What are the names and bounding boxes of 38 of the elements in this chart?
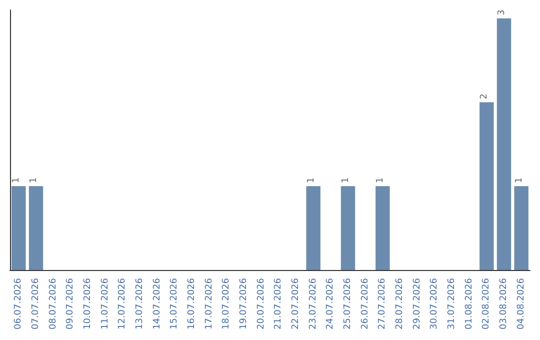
x-tick-label: 09.07.2026: [66, 278, 76, 330]
x-tick-label: 24.07.2026: [326, 278, 336, 330]
x-tick-label: 28.07.2026: [395, 278, 405, 330]
data-label: 2: [480, 94, 490, 100]
x-tick-label: 02.08.2026: [482, 278, 492, 330]
x-tick-label: 31.07.2026: [447, 278, 457, 330]
x-tick-label: 07.07.2026: [31, 278, 41, 330]
x-tick-label: 14.07.2026: [152, 278, 162, 330]
data-label: 1: [514, 177, 524, 184]
x-tick-label: 06.07.2026: [14, 278, 24, 330]
x-tick-label: 11.07.2026: [100, 278, 110, 330]
data-label: 1: [29, 177, 39, 184]
x-tick-label: 16.07.2026: [187, 278, 197, 330]
x-tick-label: 10.07.2026: [83, 278, 93, 330]
x-tick-label: 21.07.2026: [274, 278, 284, 330]
x-tick-label: 12.07.2026: [118, 278, 128, 330]
data-label: 1: [341, 177, 351, 184]
x-tick-label: 15.07.2026: [170, 278, 180, 330]
x-tick-label: 26.07.2026: [360, 278, 370, 330]
x-tick-label: 22.07.2026: [291, 278, 301, 330]
data-label: 1: [376, 177, 386, 184]
x-tick-label: 13.07.2026: [135, 278, 145, 330]
x-tick-label: 04.08.2026: [516, 278, 526, 330]
x-tick-label: 30.07.2026: [430, 278, 440, 330]
x-tick-label: 25.07.2026: [343, 278, 353, 330]
x-tick-label: 20.07.2026: [256, 278, 266, 330]
x-tick-label: 08.07.2026: [48, 278, 58, 330]
data-label: 1: [306, 177, 316, 184]
x-tick-label: 17.07.2026: [204, 278, 214, 330]
x-tick-label: 03.08.2026: [499, 278, 509, 330]
data-label: 3: [497, 10, 507, 16]
x-tick-label: 01.08.2026: [464, 278, 474, 330]
x-tick-label: 19.07.2026: [239, 278, 249, 330]
x-tick-label: 23.07.2026: [308, 278, 318, 330]
data-label: 1: [12, 177, 22, 184]
x-tick-label: 18.07.2026: [222, 278, 232, 330]
x-tick-label: 27.07.2026: [378, 278, 388, 330]
x-tick-label: 29.07.2026: [412, 278, 422, 330]
